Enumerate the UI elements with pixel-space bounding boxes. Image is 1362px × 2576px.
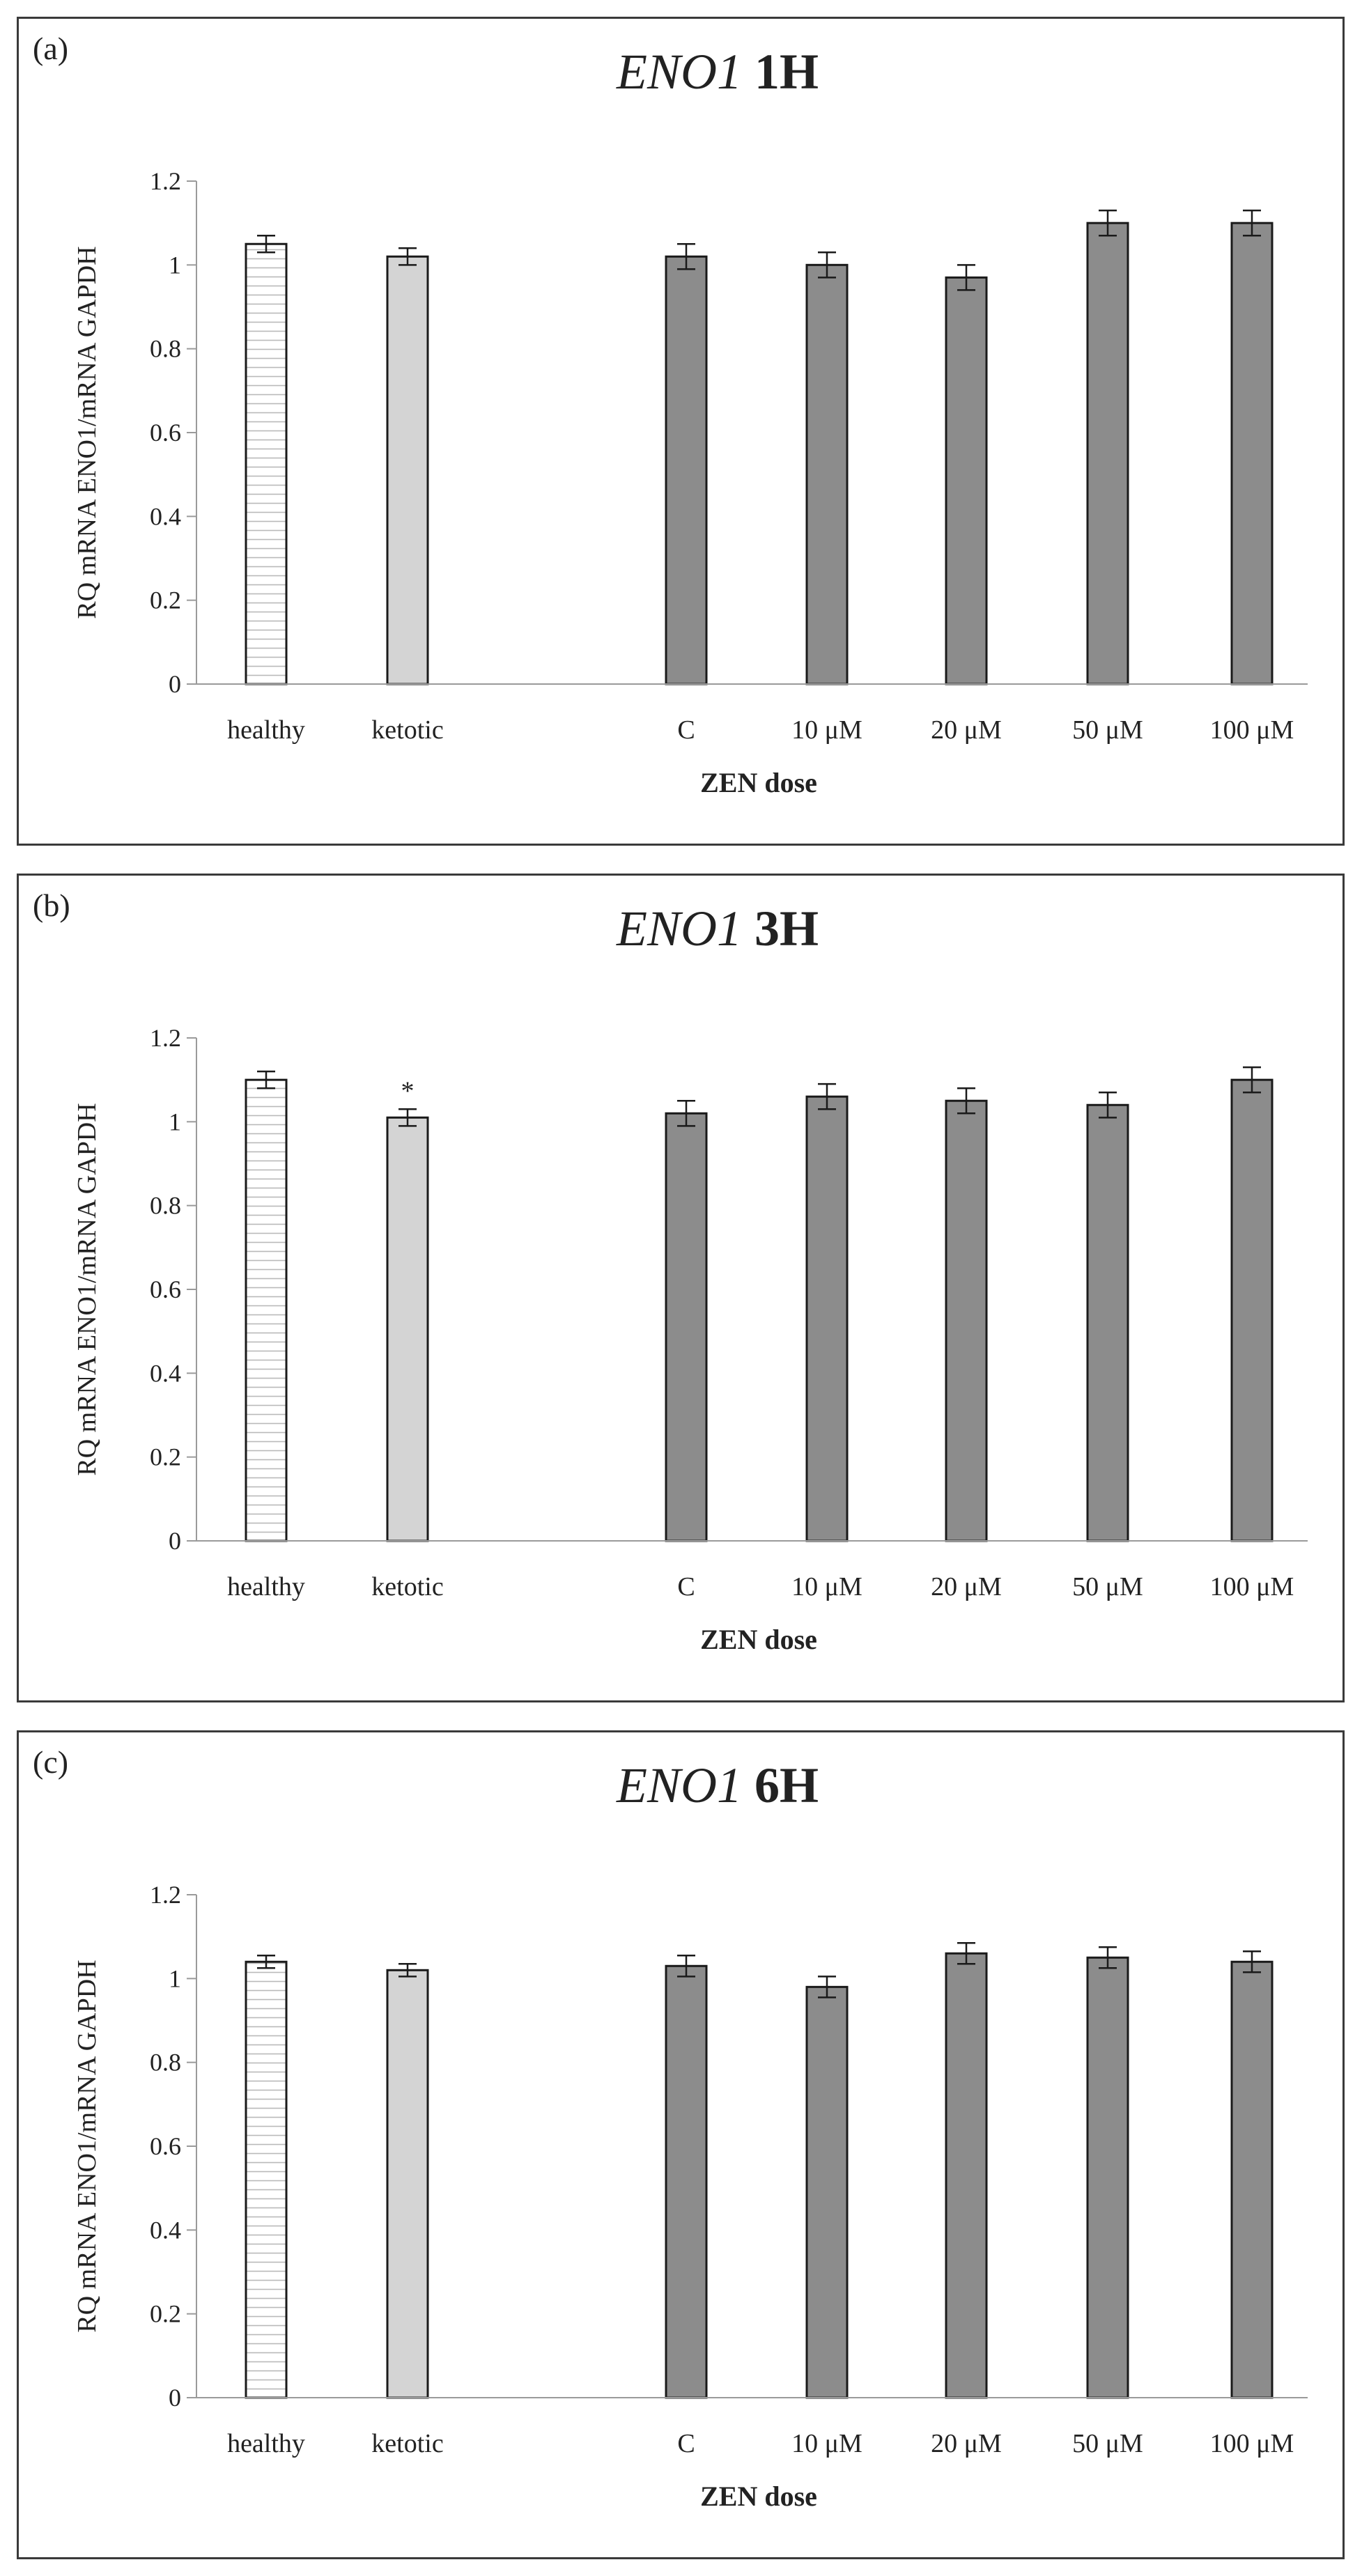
x-tick-label: healthy [227, 1572, 305, 1601]
bar-0 [245, 242, 288, 685]
bar-2 [665, 1964, 708, 2399]
bar-5 [1086, 222, 1129, 685]
panel-label-b: (b) [33, 887, 70, 923]
y-tick-label: 1.2 [150, 1881, 181, 1909]
bar-2 [665, 255, 708, 685]
bar-5 [1086, 1103, 1129, 1542]
y-axis-label: RQ mRNA ENO1/mRNA GAPDH [72, 1103, 102, 1475]
x-tick-label: 10 μM [791, 1572, 862, 1601]
x-axis-label: ZEN dose [700, 2481, 817, 2512]
x-tick-label: 50 μM [1072, 2429, 1143, 2458]
y-tick-label: 1.2 [150, 1024, 181, 1052]
x-tick-label: healthy [227, 715, 305, 745]
chart-title-gene: ENO1 [616, 901, 742, 956]
x-axis-label: ZEN dose [700, 767, 817, 798]
x-tick-label: C [677, 715, 695, 745]
x-tick-label: healthy [227, 2429, 305, 2458]
y-tick-label: 0.6 [150, 1275, 181, 1303]
chart-title-time: 6H [754, 1758, 819, 1813]
chart-title: ENO1 1H [616, 44, 819, 100]
y-tick-label: 0.2 [150, 1443, 181, 1471]
bar-1 [386, 1116, 429, 1542]
y-tick-label: 0.8 [150, 335, 181, 363]
y-tick-label: 0.8 [150, 1192, 181, 1220]
panel-label-a: (a) [33, 31, 68, 66]
x-tick-label: C [677, 2429, 695, 2458]
x-tick-label: 20 μM [931, 1572, 1002, 1601]
bar-0 [245, 1960, 288, 2399]
y-tick-label: 0.4 [150, 2216, 181, 2244]
x-tick-label: 50 μM [1072, 715, 1143, 745]
bar-0 [245, 1078, 288, 1542]
bar-2 [665, 1112, 708, 1542]
bar-6 [1230, 1078, 1274, 1542]
x-tick-label: 100 μM [1210, 2429, 1294, 2458]
bar-1 [386, 255, 429, 685]
x-tick-label: 100 μM [1210, 1572, 1294, 1601]
y-tick-label: 0.4 [150, 1359, 181, 1387]
significance-marker: * [401, 1076, 415, 1105]
y-tick-label: 0.6 [150, 2132, 181, 2160]
bar-4 [945, 1952, 988, 2399]
chart-panel-b: (b) ENO1 3H RQ mRNA ENO1/mRNA GAPDH 0 0.2 0.4… [17, 874, 1345, 1702]
chart-title-gene: ENO1 [616, 44, 742, 100]
y-tick-label: 0 [169, 670, 181, 698]
chart-svg-b: (b) ENO1 3H RQ mRNA ENO1/mRNA GAPDH 0 0.2 0.4… [33, 887, 1308, 1655]
y-tick-label: 1.2 [150, 167, 181, 195]
y-tick-label: 0.6 [150, 419, 181, 447]
chart-title-time: 1H [754, 44, 819, 100]
bar-3 [805, 1985, 849, 2399]
x-tick-label: 10 μM [791, 715, 862, 745]
y-tick-label: 0 [169, 2384, 181, 2412]
y-tick-label: 1 [169, 1108, 181, 1135]
x-tick-label: ketotic [371, 2429, 443, 2458]
bar-3 [805, 1095, 849, 1542]
bar-1 [386, 1969, 429, 2399]
x-tick-label: 50 μM [1072, 1572, 1143, 1601]
x-tick-label: 20 μM [931, 715, 1002, 745]
chart-panel-c: (c) ENO1 6H RQ mRNA ENO1/mRNA GAPDH 0 0.2 0.4… [17, 1730, 1345, 2559]
chart-title: ENO1 6H [616, 1758, 819, 1813]
y-axis-label: RQ mRNA ENO1/mRNA GAPDH [72, 246, 102, 619]
x-tick-label: 100 μM [1210, 715, 1294, 745]
chart-title-gene: ENO1 [616, 1758, 742, 1813]
y-tick-label: 1 [169, 251, 181, 279]
panel-label-c: (c) [33, 1744, 68, 1780]
x-tick-label: 20 μM [931, 2429, 1002, 2458]
chart-svg-c: (c) ENO1 6H RQ mRNA ENO1/mRNA GAPDH 0 0.2 0.4… [33, 1744, 1308, 2512]
bar-4 [945, 276, 988, 685]
y-tick-label: 0 [169, 1527, 181, 1555]
bar-5 [1086, 1956, 1129, 2399]
y-tick-label: 1 [169, 1964, 181, 1992]
y-tick-label: 0.2 [150, 2300, 181, 2328]
y-tick-label: 0.4 [150, 502, 181, 530]
y-axis-label: RQ mRNA ENO1/mRNA GAPDH [72, 1960, 102, 2332]
bar-6 [1230, 1960, 1274, 2399]
x-tick-label: ketotic [371, 1572, 443, 1601]
x-axis-label: ZEN dose [700, 1624, 817, 1655]
x-tick-label: 10 μM [791, 2429, 862, 2458]
chart-svg-a: (a) ENO1 1H RQ mRNA ENO1/mRNA GAPDH 0 0.2 0.4… [33, 31, 1308, 798]
chart-title-time: 3H [754, 901, 819, 956]
bar-4 [945, 1099, 988, 1542]
y-tick-label: 0.2 [150, 587, 181, 614]
chart-title: ENO1 3H [616, 901, 819, 956]
x-tick-label: C [677, 1572, 695, 1601]
chart-panel-a: (a) ENO1 1H RQ mRNA ENO1/mRNA GAPDH 0 0.2 0.4… [17, 17, 1345, 846]
bar-6 [1230, 222, 1274, 685]
bar-3 [805, 263, 849, 685]
x-tick-label: ketotic [371, 715, 443, 745]
y-tick-label: 0.8 [150, 2049, 181, 2077]
